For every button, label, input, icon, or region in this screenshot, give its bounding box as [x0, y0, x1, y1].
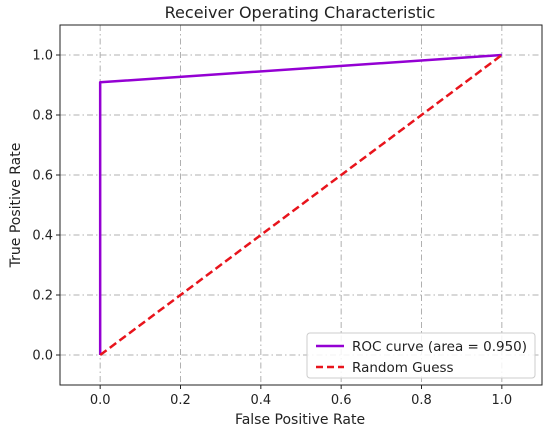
series: [98, 53, 503, 357]
y-tick-label: 1.0: [32, 49, 53, 64]
x-tick-label: 0.8: [411, 393, 432, 408]
axis-ticks: 0.0 0.2 0.4 0.6 0.8 1.0 0.0 0.2 0.4 0.6 0.8 1.0: [32, 49, 512, 409]
x-tick-label: 0.0: [90, 393, 111, 408]
random-guess-line: [99, 53, 503, 357]
x-tick-label: 0.6: [331, 393, 352, 408]
y-tick-label: 0.8: [32, 109, 53, 124]
y-axis-label: True Positive Rate: [8, 143, 24, 269]
legend-label-roc: ROC curve (area = 0.950): [352, 339, 527, 355]
x-tick-label: 1.0: [491, 393, 512, 408]
chart-title: Receiver Operating Characteristic: [165, 3, 436, 22]
legend-label-random: Random Guess: [352, 360, 454, 376]
legend-box: [306, 332, 536, 379]
y-tick-label: 0.4: [32, 229, 53, 244]
x-tick-label: 0.4: [250, 393, 271, 408]
y-tick-label: 0.6: [32, 169, 53, 184]
roc-curve-line: [98, 53, 502, 355]
plot-frame: [59, 24, 543, 386]
y-tick-label: 0.0: [32, 349, 53, 364]
y-tick-label: 0.2: [32, 289, 53, 304]
x-axis-label: False Positive Rate: [235, 412, 365, 428]
x-tick-label: 0.2: [170, 393, 191, 408]
legend: ROC curve (area = 0.950) Random Guess: [306, 332, 536, 379]
